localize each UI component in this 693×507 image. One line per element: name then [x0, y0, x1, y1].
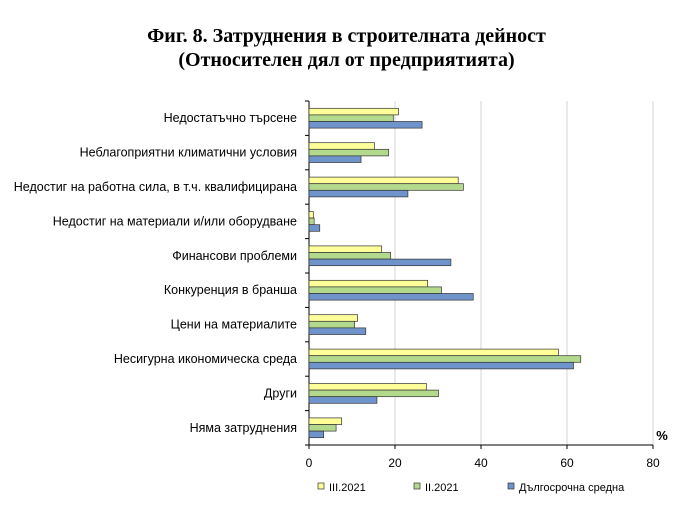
bar-long-term-average	[308, 258, 452, 267]
x-tick-label: 60	[560, 456, 574, 470]
legend-label: Дългосрочна средна	[519, 482, 625, 494]
chart-subtitle: (Относителен дял от предприятията)	[178, 49, 515, 71]
bar-q2-2021	[308, 286, 442, 294]
bar-q2-2021	[308, 389, 439, 398]
bar-q3-2021	[308, 142, 375, 150]
chart-title: Фиг. 8. Затруднения в строителната дейно…	[147, 25, 546, 47]
bar-q3-2021	[308, 279, 429, 288]
bar-q2-2021	[308, 320, 355, 329]
legend-swatch	[317, 482, 325, 490]
bar-long-term-average	[308, 396, 378, 404]
bar-long-term-average	[308, 361, 574, 370]
category-label: Недостатъчно търсене	[164, 111, 297, 125]
bar-long-term-average	[308, 121, 423, 129]
bar-q3-2021	[308, 107, 399, 116]
x-tick-label: 20	[388, 456, 402, 470]
category-label: Няма затруднения	[190, 421, 297, 435]
category-label: Неблагоприятни климатични условия	[80, 146, 297, 160]
legend-label: III.2021	[329, 482, 366, 494]
x-tick-label: 80	[646, 456, 660, 470]
bar-q2-2021	[308, 217, 315, 226]
category-label: Недостиг на материали и/или оборудване	[53, 214, 297, 228]
bar-q3-2021	[308, 176, 459, 185]
x-tick-label: 0	[306, 456, 313, 470]
bar-q3-2021	[308, 314, 358, 322]
bar-q2-2021	[308, 252, 392, 260]
category-label: Несигурна икономическа среда	[114, 352, 297, 366]
category-label: Други	[264, 386, 297, 400]
bar-q2-2021	[308, 148, 389, 157]
bar-q3-2021	[308, 348, 559, 357]
bar-long-term-average	[308, 224, 321, 232]
category-label: Финансови проблеми	[172, 249, 297, 263]
bar-q2-2021	[308, 355, 582, 363]
legend-swatch	[413, 482, 421, 490]
legend-label: II.2021	[425, 482, 459, 494]
category-label: Конкуренция в бранша	[164, 283, 297, 297]
bar-q2-2021	[308, 114, 394, 122]
bar-long-term-average	[308, 189, 409, 198]
bar-q3-2021	[308, 383, 427, 391]
bar-long-term-average	[308, 430, 324, 439]
bar-long-term-average	[308, 155, 362, 163]
category-label: Недостиг на работна сила, в т.ч. квалифи…	[14, 180, 297, 194]
bar-q2-2021	[308, 424, 337, 432]
bar-q2-2021	[308, 183, 464, 191]
bar-long-term-average	[308, 293, 474, 301]
unit-label: %	[656, 428, 668, 443]
bar-q3-2021	[308, 245, 383, 253]
category-label: Цени на материалите	[171, 318, 297, 332]
legend-swatch	[507, 482, 515, 490]
bar-long-term-average	[308, 327, 367, 335]
bar-q3-2021	[308, 211, 314, 219]
bar-q3-2021	[308, 417, 343, 425]
x-tick-label: 40	[474, 456, 488, 470]
